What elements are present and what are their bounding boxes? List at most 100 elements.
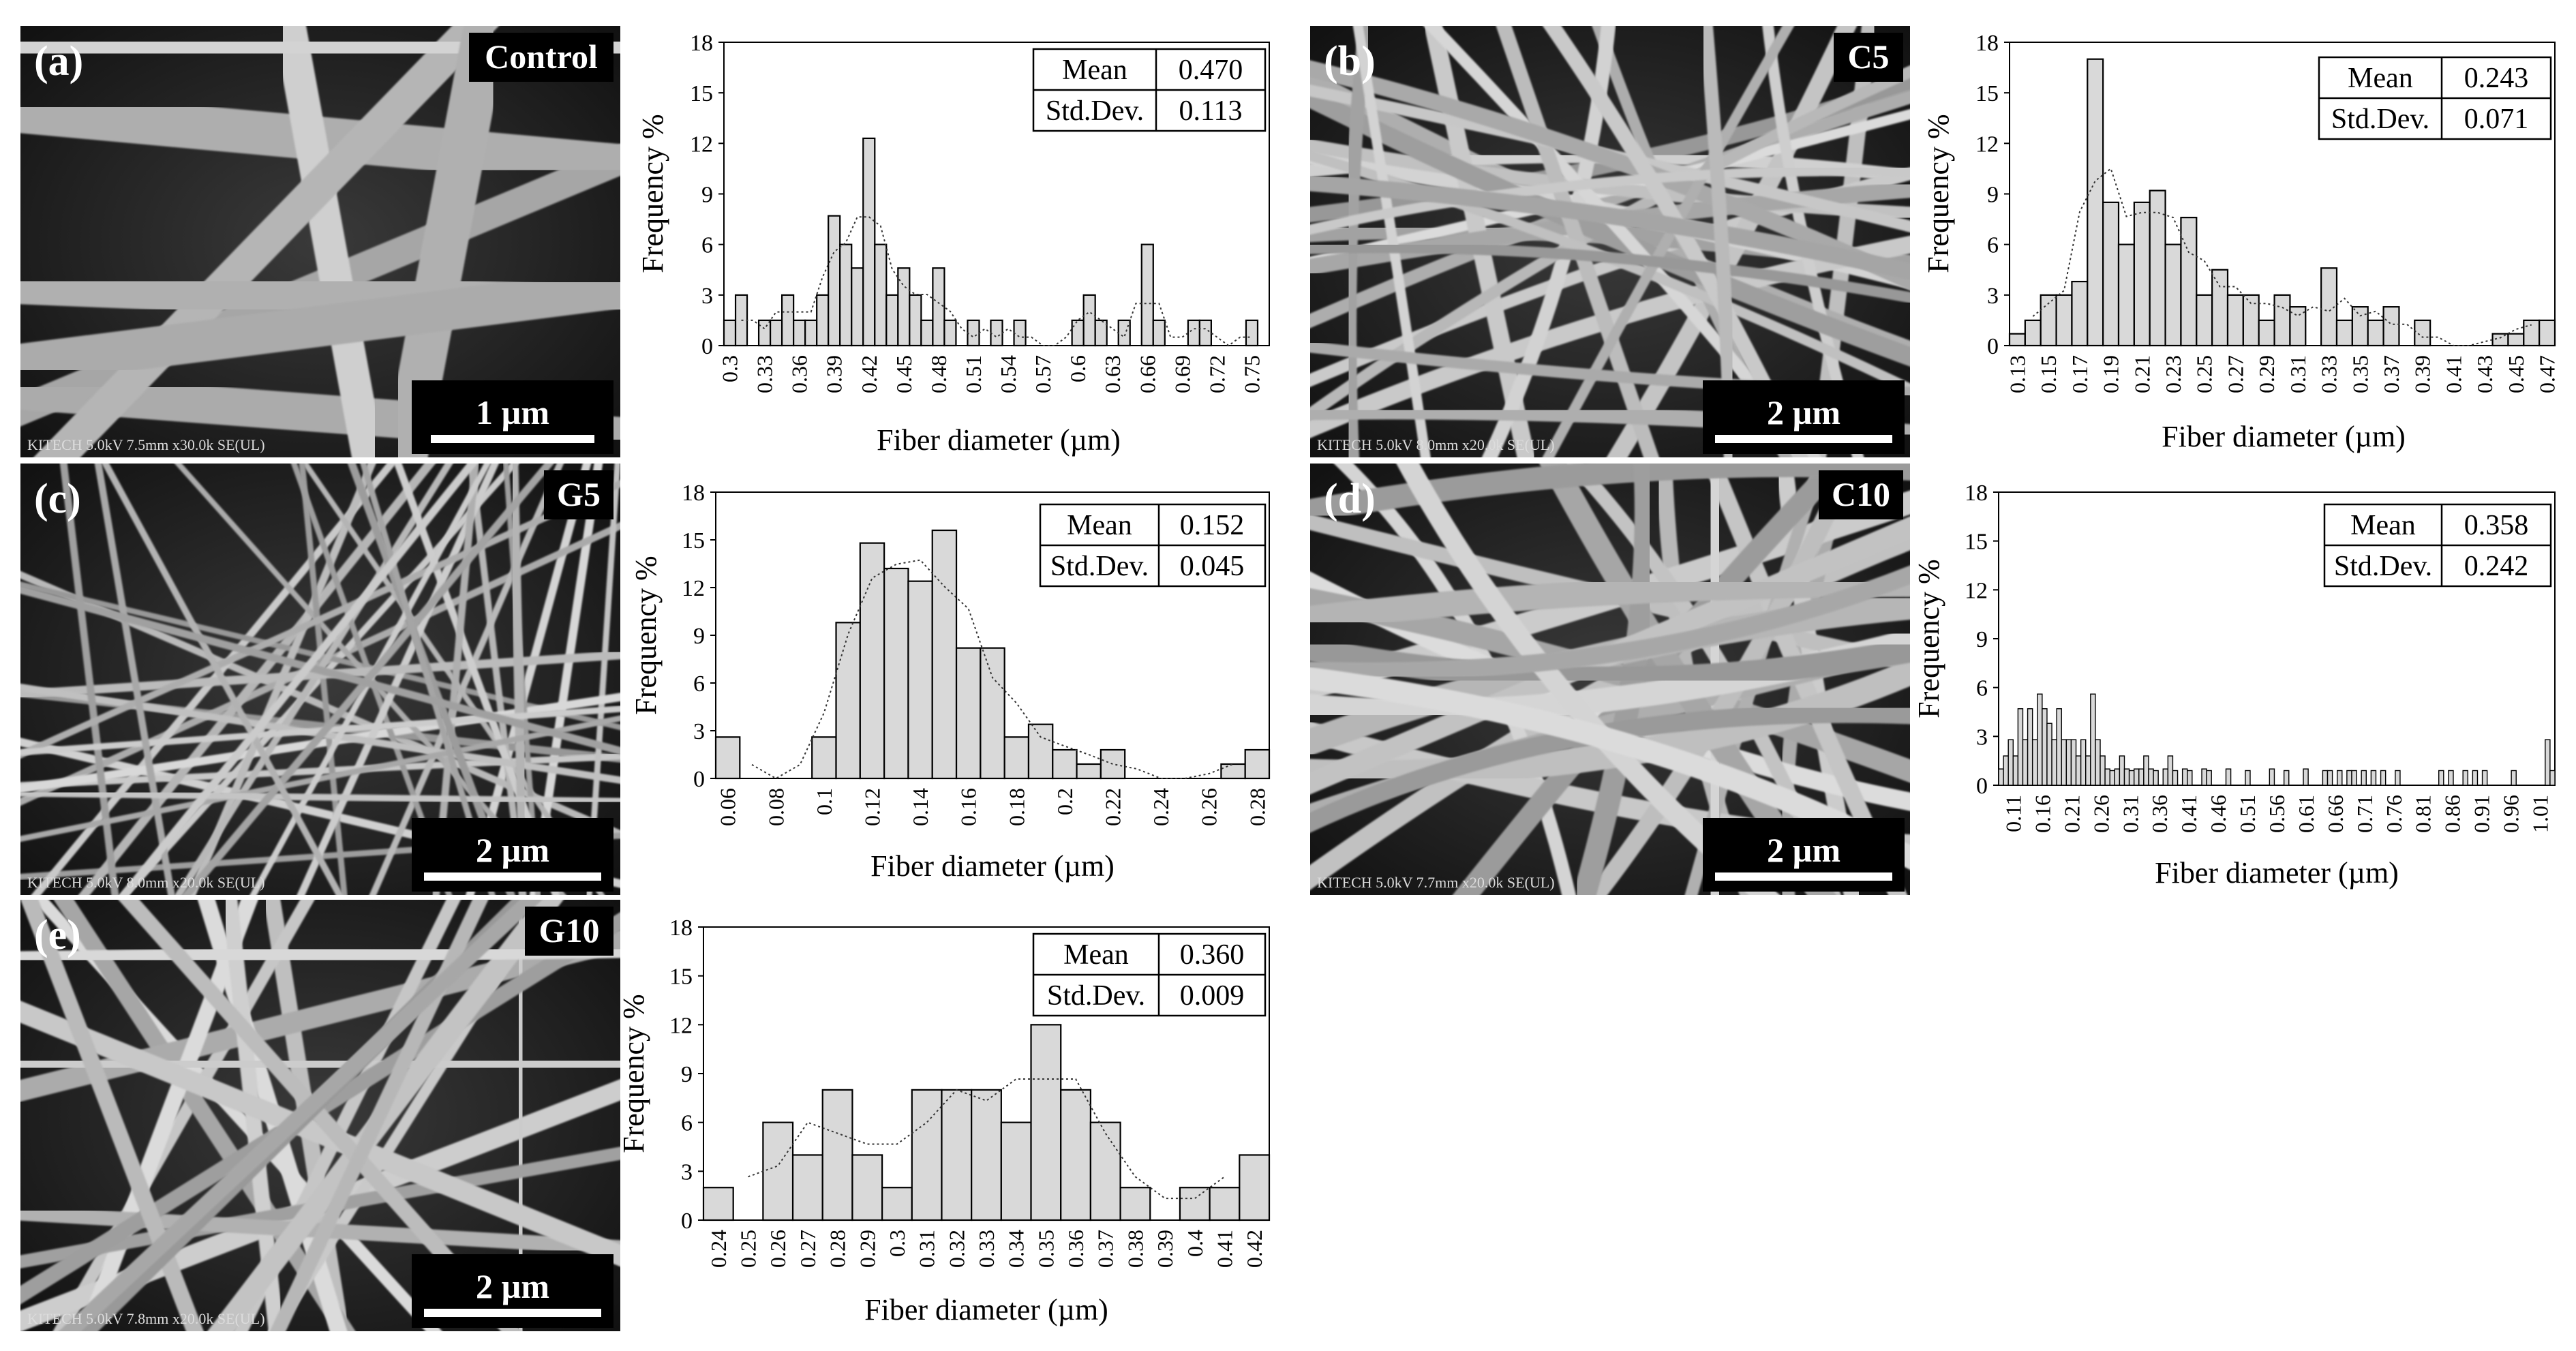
histogram-bar (1119, 1187, 1151, 1221)
histogram-bar (2095, 739, 2101, 786)
histogram-bar (2085, 755, 2091, 786)
histogram-bar (2123, 768, 2130, 786)
fiber (20, 715, 620, 843)
x-tick-label: 0.36 (1063, 1230, 1088, 1268)
histogram-bar (881, 1187, 913, 1221)
fiber (20, 900, 204, 1331)
x-tick-label: 0.56 (2264, 795, 2289, 833)
x-tick-label: 0.31 (2286, 355, 2310, 393)
mean-value: 0.152 (1180, 510, 1245, 541)
fiber (20, 479, 620, 759)
x-tick-label: 0.39 (822, 355, 847, 393)
std-label: Std.Dev. (2334, 551, 2432, 582)
x-tick-label: 0.4 (1183, 1230, 1207, 1257)
fiber (1310, 60, 1910, 291)
histogram-bar (990, 319, 1003, 347)
x-axis-title: Fiber diameter (µm) (864, 1293, 1108, 1326)
histogram-bar (2017, 708, 2024, 786)
fiber (20, 693, 620, 793)
x-tick-label: 0.28 (1245, 788, 1269, 826)
histogram-bar (2438, 770, 2444, 786)
histogram-bar (2545, 739, 2551, 786)
x-tick-label: 0.57 (1031, 355, 1055, 393)
fiber (1310, 464, 1910, 523)
fiber (119, 464, 478, 895)
histogram-bar (804, 319, 818, 347)
fiber (20, 586, 620, 755)
histogram-bar (1071, 319, 1085, 347)
x-tick-label: 0.33 (2317, 355, 2342, 393)
x-tick-label: 0.23 (2161, 355, 2185, 393)
y-axis-title: Frequency % (636, 114, 669, 273)
histogram-bar (971, 1089, 1002, 1221)
x-tick-label: 0.66 (1135, 355, 1160, 393)
histogram-bar (909, 294, 922, 347)
stats-table: Mean 0.152 Std.Dev. 0.045 (1039, 503, 1267, 588)
x-tick-label: 0.35 (1033, 1230, 1058, 1268)
histogram-bar (2273, 294, 2291, 347)
histogram-bar (2206, 770, 2212, 786)
histogram-bar (1198, 319, 1212, 347)
histogram-bar (2448, 770, 2454, 786)
x-tick-label: 0.16 (956, 788, 981, 826)
x-tick-label: 0.11 (2001, 795, 2025, 832)
histogram-bar (1998, 768, 2004, 786)
histogram-bar (2080, 739, 2087, 786)
histogram-bar (2031, 739, 2038, 786)
histogram-bar (2351, 306, 2369, 347)
fiber (1310, 571, 1910, 632)
sample-label-box (1819, 470, 1903, 519)
fiber (20, 650, 620, 699)
y-tick-label: 6 (1987, 233, 1999, 258)
x-tick-label: 0.35 (2348, 355, 2372, 393)
y-tick-label: 15 (1965, 530, 1988, 555)
histogram-bar (883, 567, 909, 780)
histogram-bar (811, 736, 837, 780)
x-tick-label: 0.71 (2352, 795, 2377, 833)
x-tick-label: 0.86 (2440, 795, 2465, 833)
histogram-bar (2380, 770, 2386, 786)
fiber (120, 464, 519, 895)
x-tick-label: 0.2 (1052, 788, 1077, 815)
histogram-c: 0 3 6 9 12 15 18 0.06 0.08 0.1 0.12 0.14 0.16 0.18 0.2… (629, 481, 1271, 883)
histogram-bar (769, 319, 783, 347)
histogram-bar (859, 542, 885, 780)
fiber (1310, 637, 1910, 691)
panel-label: (c) (34, 476, 81, 522)
y-tick-label: 0 (1976, 774, 1988, 799)
fiber (1310, 174, 1910, 281)
histogram-bar (2046, 723, 2052, 786)
histogram-bar (1060, 1089, 1091, 1221)
mean-value: 0.358 (2464, 510, 2529, 541)
histogram-bar (793, 319, 806, 347)
std-value: 0.045 (1180, 551, 1245, 582)
histogram-bar (2269, 768, 2275, 786)
histogram-bar (1100, 748, 1126, 780)
x-tick-label: 0.39 (2410, 355, 2435, 393)
sem-info: KITECH 5.0kV 7.5mm x30.0k SE(UL) (27, 436, 265, 453)
histogram-bar (1152, 319, 1166, 347)
y-axis-title: Frequency % (1922, 114, 1955, 273)
histogram-bar (2065, 739, 2072, 786)
std-value: 0.113 (1179, 95, 1243, 127)
y-tick-label: 12 (1965, 578, 1988, 603)
histogram-bar (885, 294, 899, 347)
y-tick-label: 18 (690, 31, 713, 56)
histogram-bar (2128, 770, 2135, 786)
histogram-bar (2037, 693, 2043, 786)
histogram-bar (2172, 770, 2179, 786)
scale-bar-label: 1 µm (476, 393, 549, 431)
y-tick-label: 9 (693, 624, 705, 649)
fiber (33, 26, 499, 457)
y-tick-label: 0 (701, 334, 713, 359)
histogram-bar (2211, 269, 2229, 347)
histogram-bar (2335, 319, 2353, 347)
y-tick-label: 18 (1975, 31, 1999, 56)
panel-label: (b) (1324, 38, 1376, 85)
scale-bar-label: 2 µm (476, 831, 549, 869)
y-tick-label: 6 (701, 233, 713, 258)
x-tick-label: 0.42 (857, 355, 881, 393)
x-tick-label: 0.08 (763, 788, 788, 826)
histogram-bar (907, 580, 933, 780)
